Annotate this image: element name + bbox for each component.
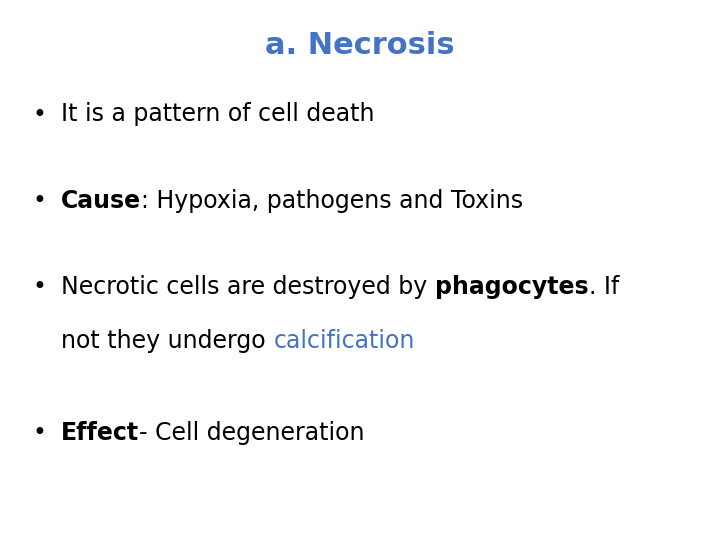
Text: •: • [32,421,47,445]
Text: Effect: Effect [61,421,140,445]
Text: . If: . If [588,275,619,299]
Text: not they undergo: not they undergo [61,329,274,353]
Text: : Hypoxia, pathogens and Toxins: : Hypoxia, pathogens and Toxins [141,189,523,213]
Text: a. Necrosis: a. Necrosis [265,31,455,60]
Text: •: • [32,103,47,126]
Text: Cause: Cause [61,189,141,213]
Text: •: • [32,189,47,213]
Text: phagocytes: phagocytes [435,275,588,299]
Text: calcification: calcification [274,329,415,353]
Text: - Cell degeneration: - Cell degeneration [140,421,365,445]
Text: •: • [32,275,47,299]
Text: It is a pattern of cell death: It is a pattern of cell death [61,103,374,126]
Text: Necrotic cells are destroyed by: Necrotic cells are destroyed by [61,275,435,299]
